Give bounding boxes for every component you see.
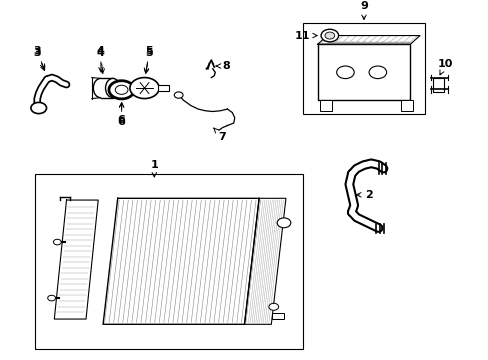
Circle shape <box>321 29 338 42</box>
Circle shape <box>130 77 159 99</box>
Circle shape <box>277 218 290 228</box>
Circle shape <box>48 295 56 301</box>
Text: 7: 7 <box>213 128 226 142</box>
Text: 1: 1 <box>150 160 158 177</box>
Circle shape <box>174 92 183 98</box>
Text: 6: 6 <box>118 103 125 125</box>
Circle shape <box>336 66 353 78</box>
Bar <box>303 23 424 114</box>
Text: 4: 4 <box>97 48 104 73</box>
Text: 9: 9 <box>359 1 367 19</box>
Circle shape <box>109 81 134 99</box>
Circle shape <box>31 102 46 114</box>
Circle shape <box>368 66 386 78</box>
Text: 10: 10 <box>437 59 452 75</box>
Bar <box>400 100 412 111</box>
Text: 3: 3 <box>33 48 45 71</box>
Text: 8: 8 <box>216 61 229 71</box>
Text: 4: 4 <box>97 46 104 72</box>
Text: 6: 6 <box>118 103 125 127</box>
Circle shape <box>53 239 61 245</box>
Bar <box>320 100 331 111</box>
Bar <box>158 85 168 91</box>
Text: 5: 5 <box>144 48 153 73</box>
Bar <box>432 78 443 91</box>
Text: 2: 2 <box>356 190 372 200</box>
Text: 5: 5 <box>144 46 153 73</box>
Bar <box>272 313 284 319</box>
Circle shape <box>268 303 278 310</box>
Text: 11: 11 <box>294 31 317 41</box>
Circle shape <box>325 32 334 39</box>
Ellipse shape <box>105 78 120 98</box>
Circle shape <box>115 85 128 94</box>
Bar <box>317 44 409 100</box>
Text: 3: 3 <box>33 46 44 69</box>
Bar <box>35 174 303 349</box>
